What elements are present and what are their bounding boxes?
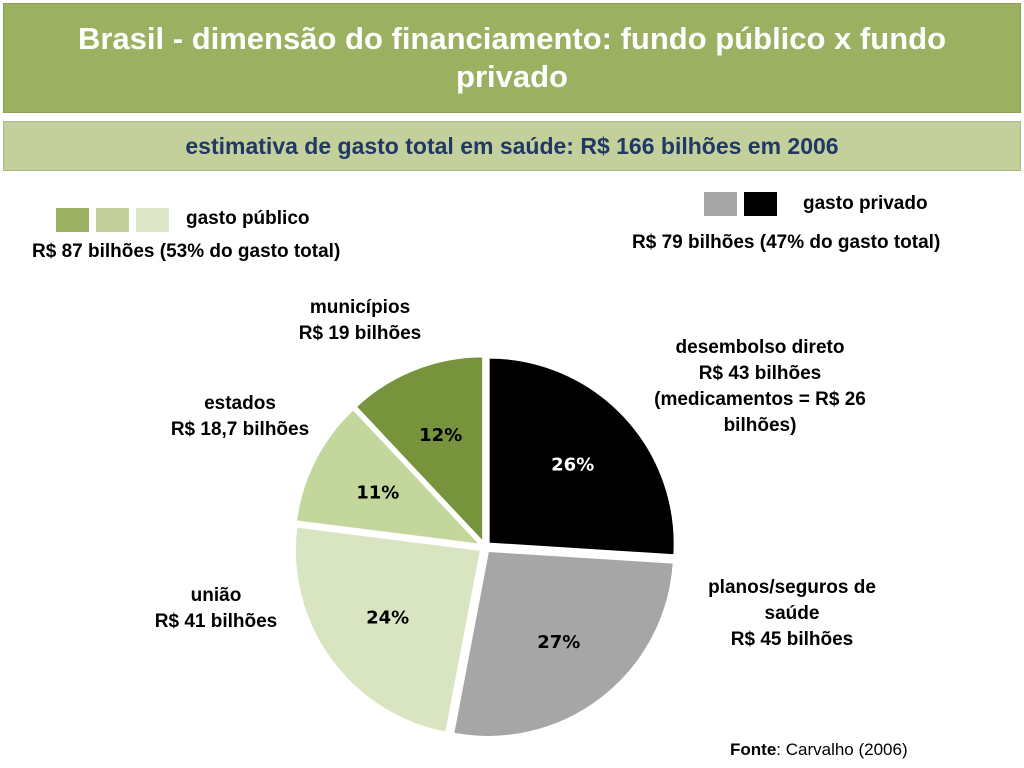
label-estados-name: estados xyxy=(204,393,276,414)
legend-swatch-public-2 xyxy=(96,208,129,232)
legend-public-label: gasto público xyxy=(186,208,310,229)
slice-desembolso-direto xyxy=(487,356,676,557)
label-planos-name-2: saúde xyxy=(764,603,820,624)
slice-estados-percent: 11% xyxy=(356,482,399,503)
slice-planos-saude-percent: 27% xyxy=(537,632,580,653)
subtitle-bar: estimativa de gasto total em saúde: R$ 1… xyxy=(3,121,1021,171)
slice-uniao xyxy=(293,525,483,734)
slice-uniao-percent: 24% xyxy=(366,608,409,629)
label-estados-value: R$ 18,7 bilhões xyxy=(170,419,310,440)
label-planos: planos/seguros de saúde R$ 45 bilhões xyxy=(662,575,922,653)
label-desembolso-note-2: bilhões) xyxy=(723,415,797,436)
legend-swatch-public-1 xyxy=(56,208,89,232)
label-desembolso-name: desembolso direto xyxy=(675,337,845,358)
label-desembolso: desembolso direto R$ 43 bilhões (medicam… xyxy=(620,335,900,439)
label-uniao-value: R$ 41 bilhões xyxy=(154,611,278,632)
label-planos-value: R$ 45 bilhões xyxy=(730,629,854,650)
label-municipios-name: municípios xyxy=(309,297,411,318)
legend-private-total: R$ 79 bilhões (47% do gasto total) xyxy=(632,232,941,253)
slice-municipios xyxy=(354,355,485,545)
label-uniao: união R$ 41 bilhões xyxy=(116,583,316,635)
slice-desembolso-direto-percent: 26% xyxy=(551,455,594,476)
slice-planos-saude xyxy=(452,549,675,738)
source-note: Fonte: Carvalho (2006) xyxy=(730,740,908,760)
label-planos-name-1: planos/seguros de xyxy=(708,577,876,598)
slide-title: Brasil - dimensão do financiamento: fund… xyxy=(77,21,946,94)
legend-public-total: R$ 87 bilhões (53% do gasto total) xyxy=(32,241,341,262)
legend-swatch-public-3 xyxy=(136,208,169,232)
source-prefix: Fonte xyxy=(730,740,777,759)
label-estados: estados R$ 18,7 bilhões xyxy=(140,391,340,443)
label-uniao-name: união xyxy=(190,585,242,606)
legend-private-label: gasto privado xyxy=(803,193,928,214)
slide-subtitle: estimativa de gasto total em saúde: R$ 1… xyxy=(185,132,839,159)
label-desembolso-note-1: (medicamentos = R$ 26 xyxy=(654,389,866,410)
legend-swatch-private-2 xyxy=(744,192,777,216)
source-text: : Carvalho (2006) xyxy=(776,740,908,759)
title-bar: Brasil - dimensão do financiamento: fund… xyxy=(3,3,1021,113)
label-municipios-value: R$ 19 bilhões xyxy=(298,323,422,344)
label-municipios: municípios R$ 19 bilhões xyxy=(260,295,460,347)
slice-estados xyxy=(294,407,484,547)
slice-municipios-percent: 12% xyxy=(419,425,462,446)
legend-swatch-private-1 xyxy=(704,192,737,216)
label-desembolso-value: R$ 43 bilhões xyxy=(698,363,822,384)
